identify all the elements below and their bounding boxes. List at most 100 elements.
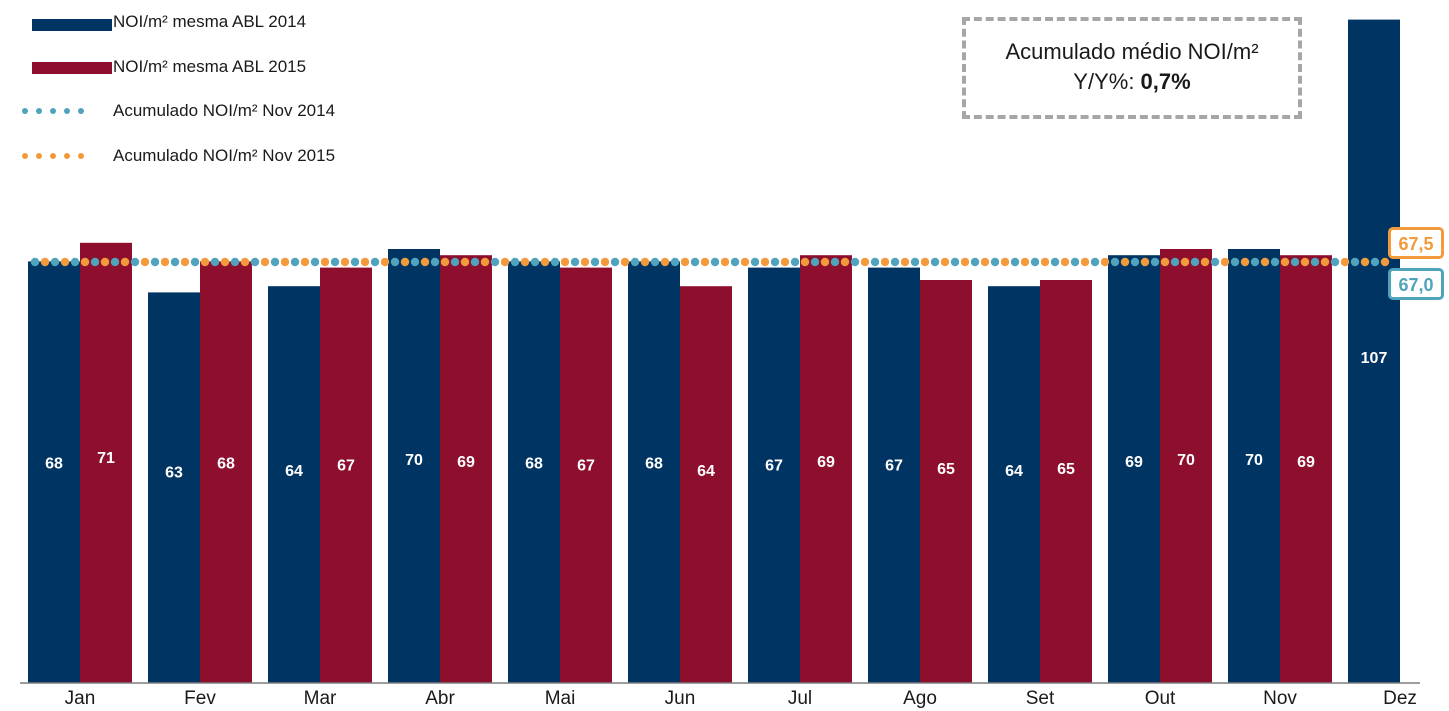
ref-line-1-dot — [720, 257, 730, 267]
x-tick-label-abr: Abr — [425, 688, 455, 709]
legend-swatch-2015 — [32, 62, 112, 74]
ref-line-0-dot — [1230, 257, 1240, 267]
ref-line-1-dot — [740, 257, 750, 267]
ref-line-0-dot — [650, 257, 660, 267]
data-label-ago-series-0: 67 — [885, 457, 903, 474]
ref-line-1-dot — [620, 257, 630, 267]
ref-line-1-dot — [420, 257, 430, 267]
ref-line-0-dot — [310, 257, 320, 267]
ref-line-1-dot — [920, 257, 930, 267]
ref-line-1-dot — [900, 257, 910, 267]
ref-line-1-dot — [80, 257, 90, 267]
ref-line-1-dot — [340, 257, 350, 267]
data-label-out-series-1: 70 — [1177, 452, 1195, 469]
ref-line-1-dot — [700, 257, 710, 267]
ref-line-0-dot — [910, 257, 920, 267]
data-label-jan-series-1: 71 — [97, 450, 115, 467]
annotation-box: Acumulado médio NOI/m² Y/Y%: 0,7% — [962, 17, 1302, 119]
ref-line-0-dot — [130, 257, 140, 267]
ref-line-1-dot — [1200, 257, 1210, 267]
ref-line-0-dot — [1210, 257, 1220, 267]
ref-line-0-dot — [270, 257, 280, 267]
ref-line-1-dot — [160, 257, 170, 267]
ref-line-1-dot — [1220, 257, 1230, 267]
bar-fev-series-1 — [200, 261, 252, 683]
ref-line-1-dot — [1340, 257, 1350, 267]
ref-line-1-dot — [1360, 257, 1370, 267]
ref-line-0-dot — [530, 257, 540, 267]
ref-line-1-dot — [360, 257, 370, 267]
legend-label-ref-2015: Acumulado NOI/m² Nov 2015 — [113, 146, 336, 165]
legend-label-2015: NOI/m² mesma ABL 2015 — [113, 57, 307, 76]
ref-line-0-dot — [810, 257, 820, 267]
ref-line-0-dot — [90, 257, 100, 267]
x-tick-label-ago: Ago — [903, 688, 937, 709]
ref-line-1-dot — [1020, 257, 1030, 267]
x-tick-label-jun: Jun — [665, 688, 696, 709]
ref-line-0-dot — [690, 257, 700, 267]
data-label-set-series-1: 65 — [1057, 461, 1075, 478]
bar-jul-series-0 — [748, 267, 800, 683]
bar-nov-series-0 — [1228, 249, 1280, 683]
ref-line-1-dot — [820, 257, 830, 267]
ref-line-0-dot — [450, 257, 460, 267]
ref-line-1-dot — [640, 257, 650, 267]
ref-line-0-dot — [790, 257, 800, 267]
x-tick-label-dez: Dez — [1383, 688, 1417, 709]
bar-jun-series-0 — [628, 261, 680, 683]
ref-line-0-dot — [830, 257, 840, 267]
ref-line-1-dot — [960, 257, 970, 267]
ref-line-1-dot — [260, 257, 270, 267]
ref-line-0-dot — [1150, 257, 1160, 267]
ref-line-0-dot — [510, 257, 520, 267]
x-tick-label-fev: Fev — [184, 688, 216, 709]
ref-line-1-dot — [440, 257, 450, 267]
annotation-line1: Acumulado médio NOI/m² — [1005, 39, 1259, 64]
ref-line-0-dot — [390, 257, 400, 267]
ref-line-0-dot — [770, 257, 780, 267]
x-tick-label-nov: Nov — [1263, 688, 1297, 709]
ref-line-0-dot — [250, 257, 260, 267]
ref-line-0-dot — [570, 257, 580, 267]
ref-line-1-dot — [1260, 257, 1270, 267]
data-label-jun-series-0: 68 — [645, 456, 663, 473]
ref-line-0-dot — [750, 257, 760, 267]
ref-line-0-dot — [410, 257, 420, 267]
ref-line-0-dot — [730, 257, 740, 267]
ref-line-0-dot — [1130, 257, 1140, 267]
ref-line-1-dot — [220, 257, 230, 267]
annotation-line2: Y/Y%: 0,7% — [966, 67, 1298, 97]
ref-line-1-dot — [480, 257, 490, 267]
ref-line-1-dot — [1000, 257, 1010, 267]
legend-swatch-2014 — [32, 19, 112, 31]
ref-line-0-dot — [590, 257, 600, 267]
data-label-fev-series-1: 68 — [217, 456, 235, 473]
ref-line-0-dot — [170, 257, 180, 267]
ref-line-0-dot — [1190, 257, 1200, 267]
ref-line-0-dot — [550, 257, 560, 267]
ref-line-0-dot — [670, 257, 680, 267]
ref-line-1-dot — [1380, 257, 1390, 267]
x-tick-label-jul: Jul — [788, 688, 812, 709]
bar-dez-series-0 — [1348, 19, 1400, 684]
ref-line-1-dot — [880, 257, 890, 267]
data-label-mai-series-0: 68 — [525, 456, 543, 473]
ref-line-1-dot — [1140, 257, 1150, 267]
ref-line-0-dot — [970, 257, 980, 267]
ref-line-0-dot — [1290, 257, 1300, 267]
ref-line-1-dot — [1060, 257, 1070, 267]
data-label-mar-series-1: 67 — [337, 457, 355, 474]
legend-label-2014: NOI/m² mesma ABL 2014 — [113, 12, 307, 31]
ref-line-1-dot — [860, 257, 870, 267]
data-label-jul-series-0: 67 — [765, 457, 783, 474]
ref-line-1-dot — [380, 257, 390, 267]
ref-line-1-dot — [1120, 257, 1130, 267]
ref-line-1-dot — [540, 257, 550, 267]
ref-line-0-dot — [1270, 257, 1280, 267]
ref-line-1-dot — [800, 257, 810, 267]
ref-line-1-dot — [1080, 257, 1090, 267]
ref-line-1-dot — [1320, 257, 1330, 267]
ref-line-1-dot — [400, 257, 410, 267]
data-label-abr-series-1: 69 — [457, 454, 475, 471]
ref-line-0-dot — [1330, 257, 1340, 267]
